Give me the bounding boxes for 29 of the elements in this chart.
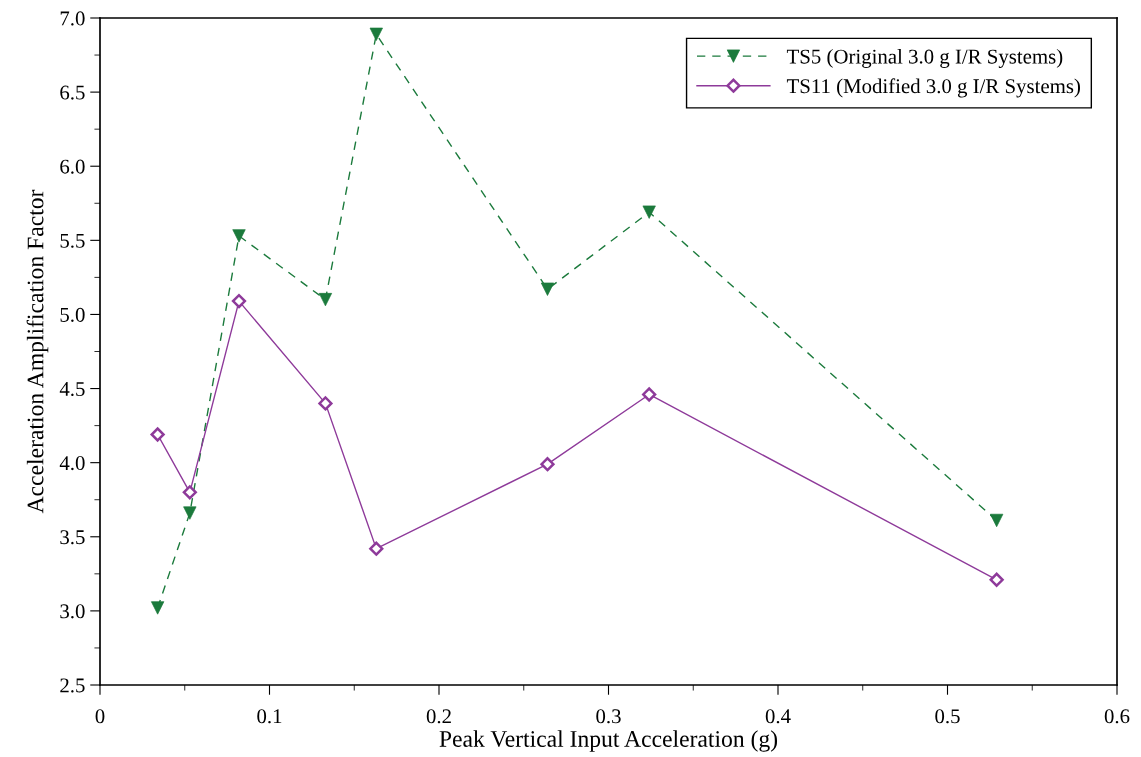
point — [989, 572, 1004, 587]
y-tick-label: 3.0 — [60, 604, 85, 619]
x-tick-label: 0 — [95, 709, 105, 724]
x-tick-label: 0.3 — [596, 709, 621, 724]
y-tick-label: 6.5 — [60, 85, 85, 100]
y-tick-label: 4.5 — [59, 382, 85, 397]
x-tick-label: 0.4 — [765, 709, 791, 724]
y-axis-title: Acceleration Amplification Factor — [26, 189, 49, 514]
x-tick-label: 0.6 — [1104, 709, 1130, 724]
legend-label: TS11 (Modified 3.0 g I/R Systems) — [786, 78, 1080, 98]
y-tick-label: 7.0 — [60, 11, 85, 26]
y-tick-label: 5.5 — [60, 233, 85, 248]
x-tick-label: 0.2 — [426, 709, 451, 724]
point — [540, 457, 555, 472]
y-tick-label: 3.5 — [60, 530, 85, 545]
x-tick-label: 0.5 — [935, 709, 960, 724]
y-tick-label: 4.0 — [59, 456, 85, 471]
legend-label: TS5 (Original 3.0 g I/R Systems) — [786, 48, 1063, 68]
point — [318, 396, 333, 411]
point — [231, 293, 247, 309]
x-tick-label: 0.1 — [257, 709, 282, 724]
x-axis-title: Peak Vertical Input Acceleration (g) — [439, 730, 778, 752]
point — [369, 541, 384, 556]
y-tick-label: 2.5 — [60, 678, 85, 693]
point — [642, 387, 657, 402]
point — [182, 485, 197, 500]
y-tick-label: 5.0 — [60, 307, 85, 322]
y-tick-label: 6.0 — [60, 159, 85, 174]
point — [150, 427, 165, 442]
